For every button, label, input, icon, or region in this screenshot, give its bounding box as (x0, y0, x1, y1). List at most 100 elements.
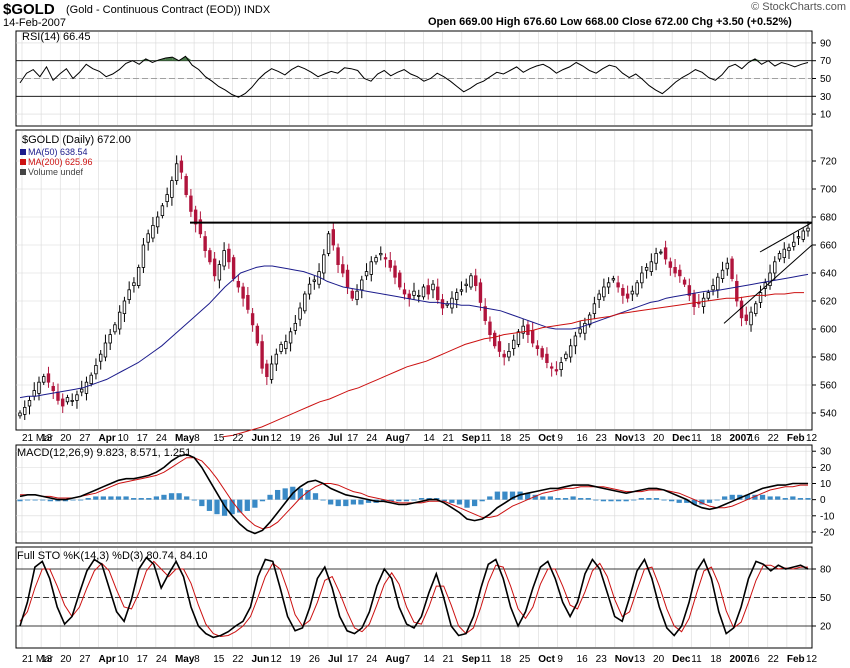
price-candle (132, 282, 136, 286)
price-candle (682, 279, 687, 285)
macd-histogram-bar (600, 499, 607, 502)
price-x-label: 11 (481, 433, 492, 444)
macd-histogram-bar (487, 496, 493, 500)
price-candle (649, 261, 654, 272)
price-candle (56, 391, 60, 401)
price-candle (497, 341, 502, 352)
price-candle (393, 265, 397, 278)
price-candle (564, 353, 568, 359)
macd-histogram-bar (646, 498, 652, 500)
price-x-label: Oct (538, 433, 555, 444)
sto-x-label: Apr (98, 654, 115, 665)
macd-histogram-bar (47, 499, 53, 502)
price-candle (782, 248, 786, 258)
macd-histogram-bar (525, 493, 531, 500)
macd-histogram-bar (744, 494, 751, 500)
price-candle (37, 381, 41, 394)
price-candle (706, 292, 711, 299)
price-x-label: 24 (156, 433, 168, 444)
rsi-line (19, 55, 809, 98)
price-candle (369, 261, 373, 275)
sto-x-label: Sep (462, 654, 480, 665)
price-x-label: 12 (806, 433, 818, 444)
price-candle (545, 353, 549, 364)
macd-histogram-bar (699, 499, 705, 505)
macd-histogram-bar (668, 499, 675, 502)
sto-x-label: 7 (404, 654, 410, 665)
macd-histogram-bar (418, 498, 425, 500)
macd-histogram-bar (722, 496, 728, 500)
macd-histogram-bar (335, 499, 341, 507)
price-candle (61, 398, 65, 407)
sto-x-label: 10 (118, 654, 130, 665)
price-candle (720, 269, 725, 280)
macd-histogram-bar (221, 499, 228, 516)
macd-histogram-bar (267, 494, 273, 500)
macd-histogram-bar (653, 498, 660, 500)
price-x-label: Dec (672, 433, 691, 444)
sto-x-label: 18 (710, 654, 722, 665)
price-candle (94, 364, 98, 375)
price-candle (787, 247, 791, 252)
sto-title: Full STO %K(14,3) %D(3) 80.74, 84.10 (17, 550, 208, 562)
sto-x-label: 26 (309, 654, 321, 665)
macd-tick-label: 10 (820, 479, 832, 490)
sto-x-label: 9 (557, 654, 563, 665)
sto-x-label: 14 (424, 654, 436, 665)
chart-date: 14-Feb-2007 (3, 17, 66, 29)
macd-histogram-bar (502, 491, 508, 500)
price-candle (526, 324, 530, 335)
price-candle (255, 325, 260, 344)
price-candle (288, 331, 293, 344)
price-x-label: 20 (60, 433, 72, 444)
price-candle (735, 280, 739, 302)
macd-histogram-bar (168, 493, 175, 500)
macd-line (19, 453, 808, 535)
price-candle (578, 328, 582, 334)
macd-histogram-bar (153, 496, 160, 500)
macd-histogram-bar (77, 499, 84, 501)
price-x-label: 18 (500, 433, 512, 444)
price-candle (644, 266, 649, 271)
price-candle (758, 292, 763, 303)
macd-histogram-bar (638, 498, 644, 500)
macd-histogram-bar (24, 499, 31, 501)
price-candle (754, 303, 758, 314)
price-candle (602, 286, 606, 298)
sto-x-label: 11 (691, 654, 702, 665)
price-candle (521, 325, 525, 334)
price-x-label: May (175, 433, 195, 444)
macd-histogram-bar (593, 499, 599, 501)
price-legend-swatch (20, 149, 26, 155)
price-candle (127, 289, 131, 300)
macd-histogram-bar (570, 496, 576, 500)
price-x-label: 13 (634, 433, 646, 444)
price-candle (654, 252, 658, 264)
price-candle (312, 279, 317, 282)
ma50-line (19, 265, 809, 399)
sto-tick-label: 20 (820, 622, 832, 633)
macd-histogram-bar (146, 498, 152, 500)
price-candle (663, 247, 668, 260)
price-candle (203, 236, 207, 252)
exchange-label: INDX (243, 4, 271, 16)
macd-histogram-bar (199, 499, 205, 507)
price-candle (383, 257, 388, 260)
macd-histogram-bar (411, 499, 417, 501)
price-x-label: 22 (768, 433, 780, 444)
price-candle (65, 397, 70, 403)
macd-histogram-bar (214, 499, 220, 515)
price-candle (160, 205, 165, 217)
price-x-label: 15 (213, 433, 225, 444)
price-tick-label: 600 (820, 325, 837, 336)
macd-histogram-bar (343, 499, 349, 507)
price-x-label: 22 (232, 433, 244, 444)
price-x-label: 12 (271, 433, 283, 444)
price-candle (136, 266, 141, 286)
price-candle (117, 311, 122, 330)
price-candle (84, 381, 89, 394)
price-legend-label: Volume undef (28, 167, 84, 177)
sto-x-label: 24 (156, 654, 168, 665)
price-candle (122, 300, 127, 315)
price-x-label: 27 (79, 433, 91, 444)
